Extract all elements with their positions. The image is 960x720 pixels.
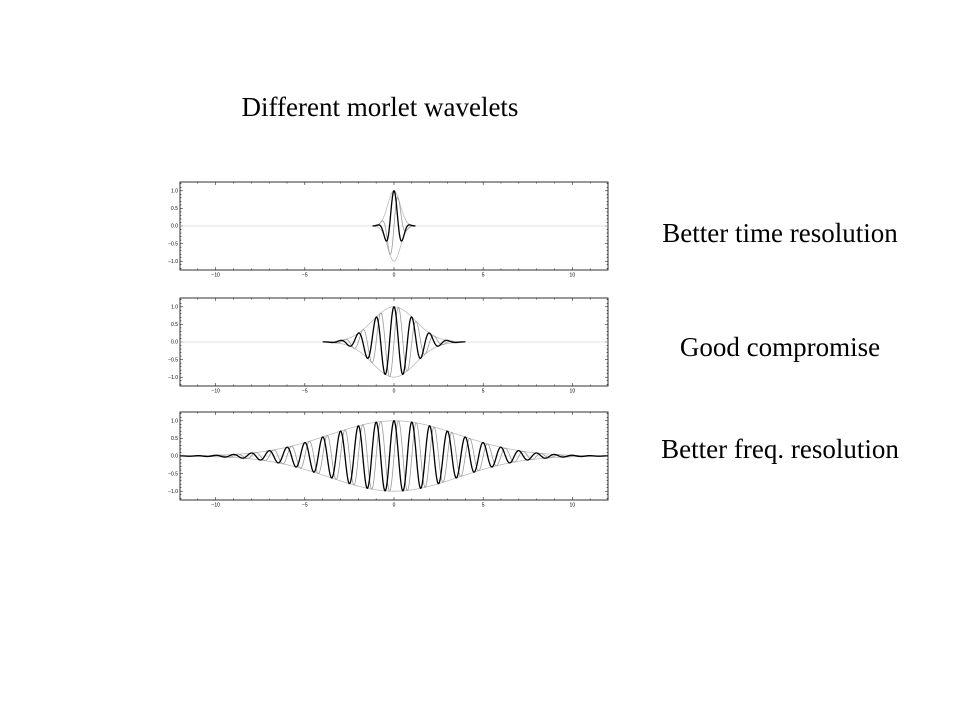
y-tick-label: −1.0 bbox=[168, 375, 178, 381]
y-tick-label: 1.0 bbox=[171, 419, 178, 425]
x-tick-label: 10 bbox=[570, 273, 576, 279]
series-envelope-lower bbox=[180, 455, 608, 492]
x-tick-label: −5 bbox=[302, 273, 308, 279]
y-tick-label: 0.0 bbox=[171, 454, 178, 460]
y-tick-label: −1.0 bbox=[168, 489, 178, 495]
slide-title: Different morlet wavelets bbox=[241, 92, 519, 122]
series-real bbox=[322, 306, 466, 375]
x-tick-label: −5 bbox=[302, 503, 308, 509]
series-imaginary bbox=[179, 420, 609, 492]
series-envelope-lower bbox=[322, 341, 466, 378]
y-tick-label: 1.0 bbox=[171, 189, 178, 195]
x-tick-label: 5 bbox=[482, 503, 485, 509]
series-real bbox=[372, 190, 416, 242]
x-tick-label: 0 bbox=[393, 503, 396, 509]
y-tick-label: 0.5 bbox=[171, 206, 178, 212]
series-envelope-lower bbox=[372, 225, 416, 262]
caption-freq-resolution: Better freq. resolution bbox=[661, 434, 899, 464]
x-tick-label: 0 bbox=[393, 389, 396, 395]
x-tick-label: 5 bbox=[482, 273, 485, 279]
y-tick-label: −0.5 bbox=[168, 357, 178, 363]
x-tick-label: −10 bbox=[211, 389, 220, 395]
caption-compromise: Good compromise bbox=[679, 332, 881, 362]
series-envelope-upper bbox=[372, 190, 416, 227]
x-tick-label: 0 bbox=[393, 273, 396, 279]
x-tick-label: 10 bbox=[570, 503, 576, 509]
x-tick-label: −10 bbox=[211, 273, 220, 279]
series-imaginary bbox=[372, 197, 416, 255]
y-tick-label: −1.0 bbox=[168, 259, 178, 265]
y-tick-label: 1.0 bbox=[171, 305, 178, 311]
y-tick-label: −0.5 bbox=[168, 241, 178, 247]
y-tick-label: 0.0 bbox=[171, 224, 178, 230]
series-imaginary bbox=[322, 307, 466, 377]
x-tick-label: 5 bbox=[482, 389, 485, 395]
y-tick-label: 0.5 bbox=[171, 322, 178, 328]
x-tick-label: 10 bbox=[570, 389, 576, 395]
y-tick-label: −0.5 bbox=[168, 471, 178, 477]
y-tick-label: 0.5 bbox=[171, 436, 178, 442]
x-tick-label: −5 bbox=[302, 389, 308, 395]
series-envelope-upper bbox=[322, 306, 466, 343]
x-tick-label: −10 bbox=[211, 503, 220, 509]
series-real bbox=[180, 420, 608, 492]
caption-time-resolution: Better time resolution bbox=[662, 218, 898, 248]
wavelet-plot-compromise: −10 −5 0 5 10 1.0 0.5 0.0 −0.5 −1.0 bbox=[168, 297, 609, 395]
wavelet-plot-freq-resolution: −10 −5 0 5 10 1.0 0.5 0.0 −0.5 −1.0 bbox=[168, 411, 609, 509]
y-tick-label: 0.0 bbox=[171, 340, 178, 346]
series-envelope-upper bbox=[180, 420, 608, 457]
wavelet-plot-time-resolution: −10 −5 0 5 10 1.0 0.5 0.0 −0.5 −1.0 bbox=[168, 181, 609, 279]
